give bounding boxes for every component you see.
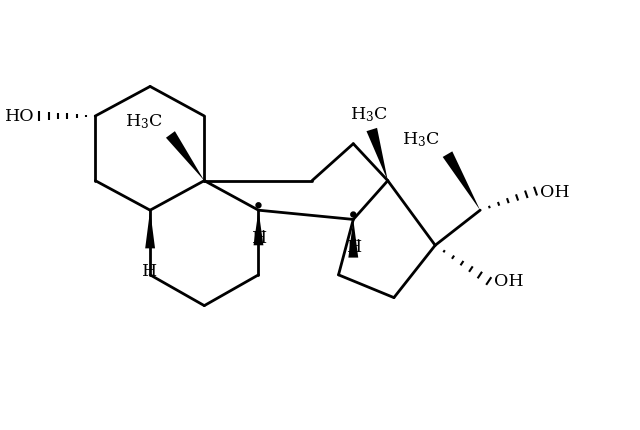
- Circle shape: [256, 203, 261, 208]
- Text: Ḧ: Ḧ: [347, 238, 362, 255]
- Text: $\mathregular{H_3C}$: $\mathregular{H_3C}$: [403, 130, 440, 149]
- Polygon shape: [443, 152, 480, 211]
- Polygon shape: [348, 220, 358, 258]
- Polygon shape: [367, 129, 388, 181]
- Text: $\mathregular{H_3C}$: $\mathregular{H_3C}$: [125, 111, 163, 130]
- Text: $\mathregular{H_3C}$: $\mathregular{H_3C}$: [350, 105, 388, 124]
- Polygon shape: [253, 211, 264, 246]
- Text: OH: OH: [540, 183, 570, 200]
- Circle shape: [351, 212, 356, 218]
- Text: OH: OH: [493, 273, 524, 290]
- Polygon shape: [145, 211, 155, 249]
- Text: Ḧ: Ḧ: [252, 229, 268, 246]
- Text: HO: HO: [4, 108, 35, 125]
- Polygon shape: [166, 132, 204, 181]
- Text: H: H: [143, 262, 157, 279]
